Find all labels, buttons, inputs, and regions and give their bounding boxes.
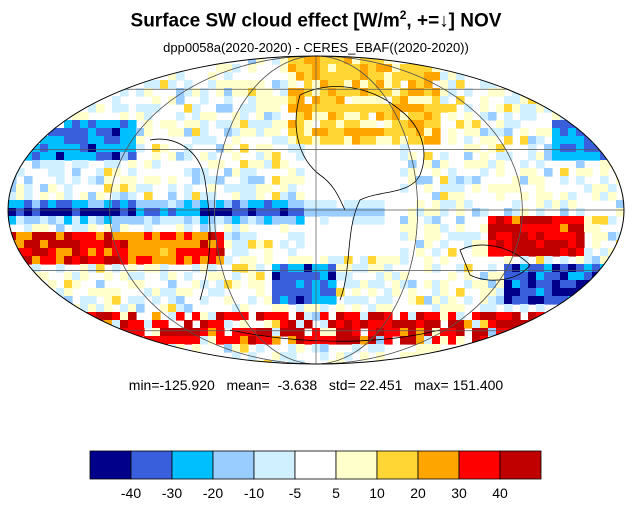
figure-subtitle: dpp0058a(2020-2020) - CERES_EBAF((2020-2… (163, 40, 469, 55)
colorbar-swatch (294, 450, 337, 480)
colorbar-swatch (376, 450, 419, 480)
colorbar-swatch (335, 450, 378, 480)
stat-max: 151.400 (452, 377, 504, 393)
mollweide-map (7, 55, 625, 365)
colorbar-tick-label: 40 (492, 485, 508, 501)
title-superscript: 2 (399, 8, 407, 22)
colorbar-swatch (417, 450, 460, 480)
colorbar-tick-label: -40 (121, 485, 141, 501)
figure-title: Surface SW cloud effect [W/m2, +=↓] NOV (0, 8, 632, 32)
colorbar-swatch (212, 450, 255, 480)
colorbar-tick-label: -10 (244, 485, 264, 501)
statistics-line: min=-125.920 mean= -3.638 std= 22.451 ma… (128, 377, 504, 393)
stat-mean: -3.638 (277, 377, 318, 393)
colorbar-tick-label: 30 (451, 485, 467, 501)
map-outline (7, 55, 625, 365)
colorbar-tick-label: -5 (289, 485, 302, 501)
colorbar-swatch (253, 450, 296, 480)
stat-min: -125.920 (159, 377, 215, 393)
map-field (8, 56, 624, 364)
colorbar-tick-label: 20 (410, 485, 426, 501)
colorbar-swatch (171, 450, 214, 480)
colorbar-tick-label: 10 (369, 485, 385, 501)
title-main: Surface SW cloud effect [W/m (130, 10, 400, 32)
colorbar-tick-label: -30 (162, 485, 182, 501)
title-rest: , +=↓] NOV (406, 10, 502, 32)
colorbar-swatch (89, 450, 132, 480)
colorbar-swatch (458, 450, 501, 480)
colorbar-tick-label: -20 (203, 485, 223, 501)
colorbar-swatch (499, 450, 542, 480)
colorbar-tick-label: 5 (332, 485, 340, 501)
stat-std: 22.451 (359, 377, 403, 393)
colorbar-swatch (130, 450, 173, 480)
